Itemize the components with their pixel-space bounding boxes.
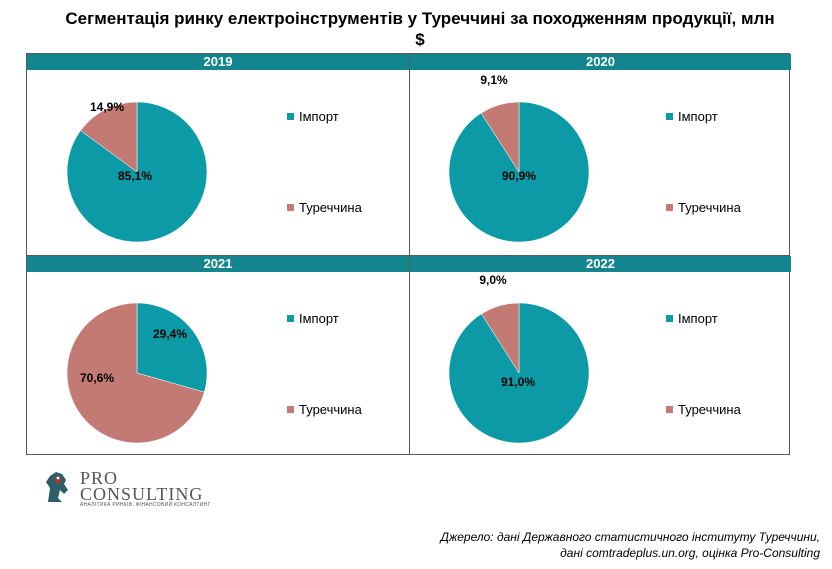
legend-swatch	[666, 204, 673, 211]
pie-chart: 91,0% 9,0%	[448, 273, 590, 444]
pie-slice-turkey	[481, 302, 520, 374]
data-label-turkey: 9,1%	[480, 73, 508, 87]
legend-swatch	[287, 315, 294, 322]
year-header: 2019	[27, 54, 409, 70]
legend-label: Імпорт	[678, 311, 718, 326]
year-header: 2022	[410, 256, 791, 272]
legend-label: Туреччина	[678, 402, 741, 417]
source-line-1: Джерело: дані Державного статистичного і…	[440, 530, 820, 544]
pie-slice-turkey	[480, 101, 520, 173]
legend-item-turkey: Туреччина	[287, 402, 362, 417]
data-label-turkey: 14,9%	[90, 100, 124, 114]
data-label-import: 85,1%	[118, 169, 152, 183]
chart-title: Сегментація ринку електроінструментів у …	[65, 9, 775, 49]
pro-consulting-logo: PRO CONSULTING АНАЛІТИКА РИНКІВ. ФІНАНСО…	[40, 468, 210, 508]
logo-tagline: АНАЛІТИКА РИНКІВ. ФІНАНСОВИЙ КОНСАЛТИНГ	[80, 502, 211, 508]
grid-divider-horizontal	[27, 255, 789, 256]
legend-swatch	[287, 113, 294, 120]
legend-label: Імпорт	[299, 109, 339, 124]
year-header: 2021	[27, 256, 409, 272]
grid-divider-vertical	[409, 54, 410, 454]
panel-2021: 2021 29,4% 70,6% Імпорт Туреччина	[27, 256, 409, 456]
data-label-import: 90,9%	[502, 169, 536, 183]
legend-item-turkey: Туреччина	[666, 402, 741, 417]
legend-label: Туреччина	[299, 402, 362, 417]
legend-item-import: Імпорт	[666, 311, 718, 326]
legend-swatch	[287, 204, 294, 211]
data-label-import: 29,4%	[153, 327, 187, 341]
legend-swatch	[666, 315, 673, 322]
legend-item-import: Імпорт	[287, 109, 339, 124]
legend-item-turkey: Туреччина	[287, 200, 362, 215]
legend-label: Туреччина	[678, 200, 741, 215]
horse-logo-icon	[46, 472, 68, 502]
source-note: Джерело: дані Державного статистичного і…	[441, 529, 820, 561]
charts-grid: 2019 85,1% 14,9% Імпорт Туреччина 2020 90,9% 9…	[26, 53, 791, 456]
legend-item-import: Імпорт	[666, 109, 718, 124]
data-label-turkey: 9,0%	[479, 273, 507, 287]
pie-chart: 85,1% 14,9%	[66, 100, 208, 243]
legend-label: Туреччина	[299, 200, 362, 215]
pie-chart: 29,4% 70,6%	[66, 302, 208, 444]
year-header: 2020	[410, 54, 791, 70]
panel-2020: 2020 90,9% 9,1% Імпорт Туреччина	[410, 54, 791, 255]
logo-text-consulting: CONSULTING	[80, 484, 204, 504]
pie-slice-import	[136, 302, 208, 393]
pie-slice-turkey	[66, 302, 205, 444]
panel-2019: 2019 85,1% 14,9% Імпорт Туреччина	[27, 54, 409, 255]
pie-slice-turkey	[80, 101, 138, 173]
legend-item-import: Імпорт	[287, 311, 339, 326]
logo-text-pro: PRO	[80, 468, 119, 488]
legend-item-turkey: Туреччина	[666, 200, 741, 215]
legend-swatch	[287, 406, 294, 413]
data-label-turkey: 70,6%	[80, 371, 114, 385]
source-line-2: дані comtradeplus.un.org, оцінка Pro-Con…	[560, 546, 820, 560]
legend-swatch	[666, 113, 673, 120]
legend-swatch	[666, 406, 673, 413]
panel-2022: 2022 91,0% 9,0% Імпорт Туреччина	[410, 256, 791, 456]
pie-chart: 90,9% 9,1%	[448, 73, 590, 243]
legend-label: Імпорт	[678, 109, 718, 124]
data-label-import: 91,0%	[501, 375, 535, 389]
legend-label: Імпорт	[299, 311, 339, 326]
